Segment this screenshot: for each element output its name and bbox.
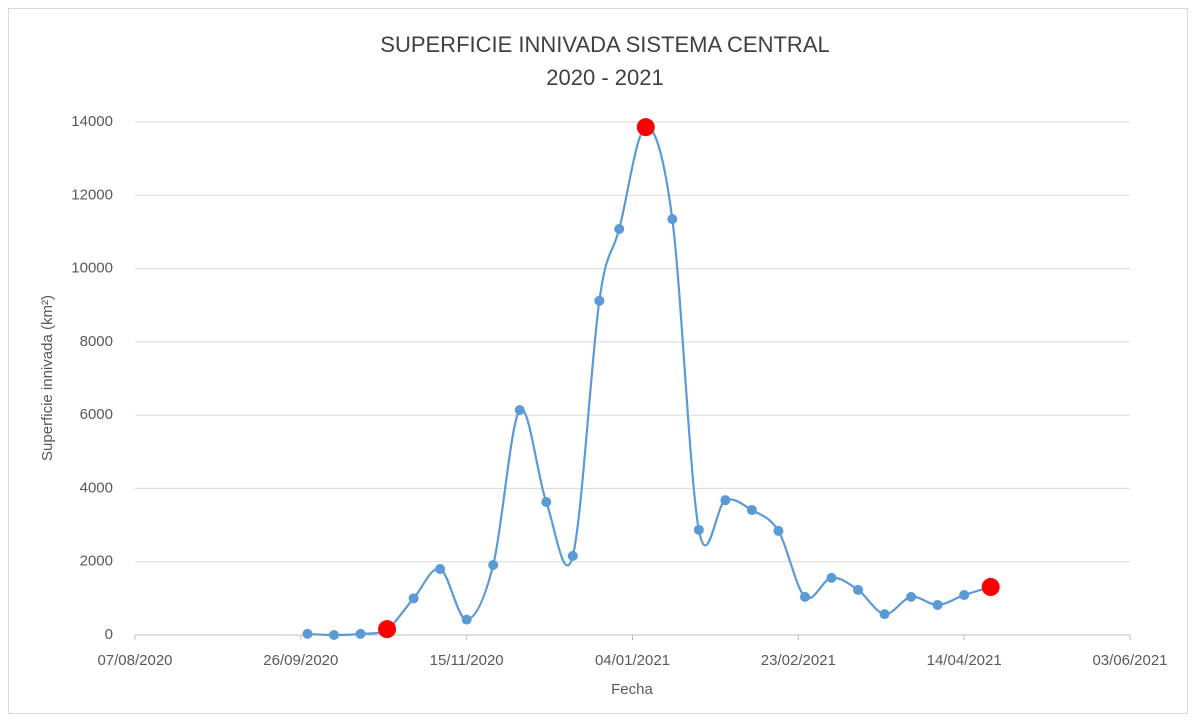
data-point xyxy=(435,564,446,575)
x-tick-label: 26/09/2020 xyxy=(263,652,338,669)
y-tick-label: 10000 xyxy=(71,260,113,277)
data-point xyxy=(355,628,366,639)
x-tick-label: 23/02/2021 xyxy=(761,652,836,669)
highlight-point xyxy=(981,577,1000,596)
x-tick-label: 15/11/2020 xyxy=(430,652,504,669)
chart-subtitle: 2020 - 2021 xyxy=(546,65,663,90)
data-point xyxy=(614,223,625,234)
chart-frame xyxy=(8,8,1188,714)
data-point xyxy=(594,295,605,306)
highlight-point xyxy=(636,118,655,137)
y-tick-label: 0 xyxy=(105,626,113,643)
y-tick-label: 2000 xyxy=(80,553,113,570)
data-point xyxy=(488,560,499,571)
data-point xyxy=(514,405,525,416)
data-point xyxy=(799,591,810,602)
x-tick-label: 03/06/2021 xyxy=(1092,652,1167,669)
y-tick-label: 14000 xyxy=(71,113,113,130)
data-point xyxy=(302,628,313,639)
y-tick-label: 12000 xyxy=(71,186,113,203)
data-point xyxy=(693,524,704,535)
data-point xyxy=(879,609,890,620)
data-point xyxy=(746,505,757,516)
data-point xyxy=(541,496,552,507)
y-tick-label: 8000 xyxy=(80,333,113,350)
data-point xyxy=(826,572,837,583)
y-tick-label: 4000 xyxy=(80,479,113,496)
x-axis-label: Fecha xyxy=(611,681,653,698)
data-point xyxy=(932,599,943,610)
data-point xyxy=(906,591,917,602)
data-point xyxy=(720,495,731,506)
data-point xyxy=(959,590,970,601)
x-tick-label: 14/04/2021 xyxy=(927,652,1002,669)
chart-title: SUPERFICIE INNIVADA SISTEMA CENTRAL xyxy=(380,32,829,57)
data-point xyxy=(461,614,472,625)
x-tick-label: 04/01/2021 xyxy=(595,652,670,669)
y-tick-label: 6000 xyxy=(80,406,113,423)
data-point xyxy=(408,593,419,604)
data-point xyxy=(329,630,339,640)
highlight-point xyxy=(378,620,397,639)
data-point xyxy=(567,550,578,561)
x-tick-label: 07/08/2020 xyxy=(97,652,172,669)
data-point xyxy=(853,584,864,595)
y-axis-label: Superficie innivada (km²) xyxy=(39,295,56,461)
data-point xyxy=(667,214,678,225)
data-point xyxy=(773,525,784,536)
